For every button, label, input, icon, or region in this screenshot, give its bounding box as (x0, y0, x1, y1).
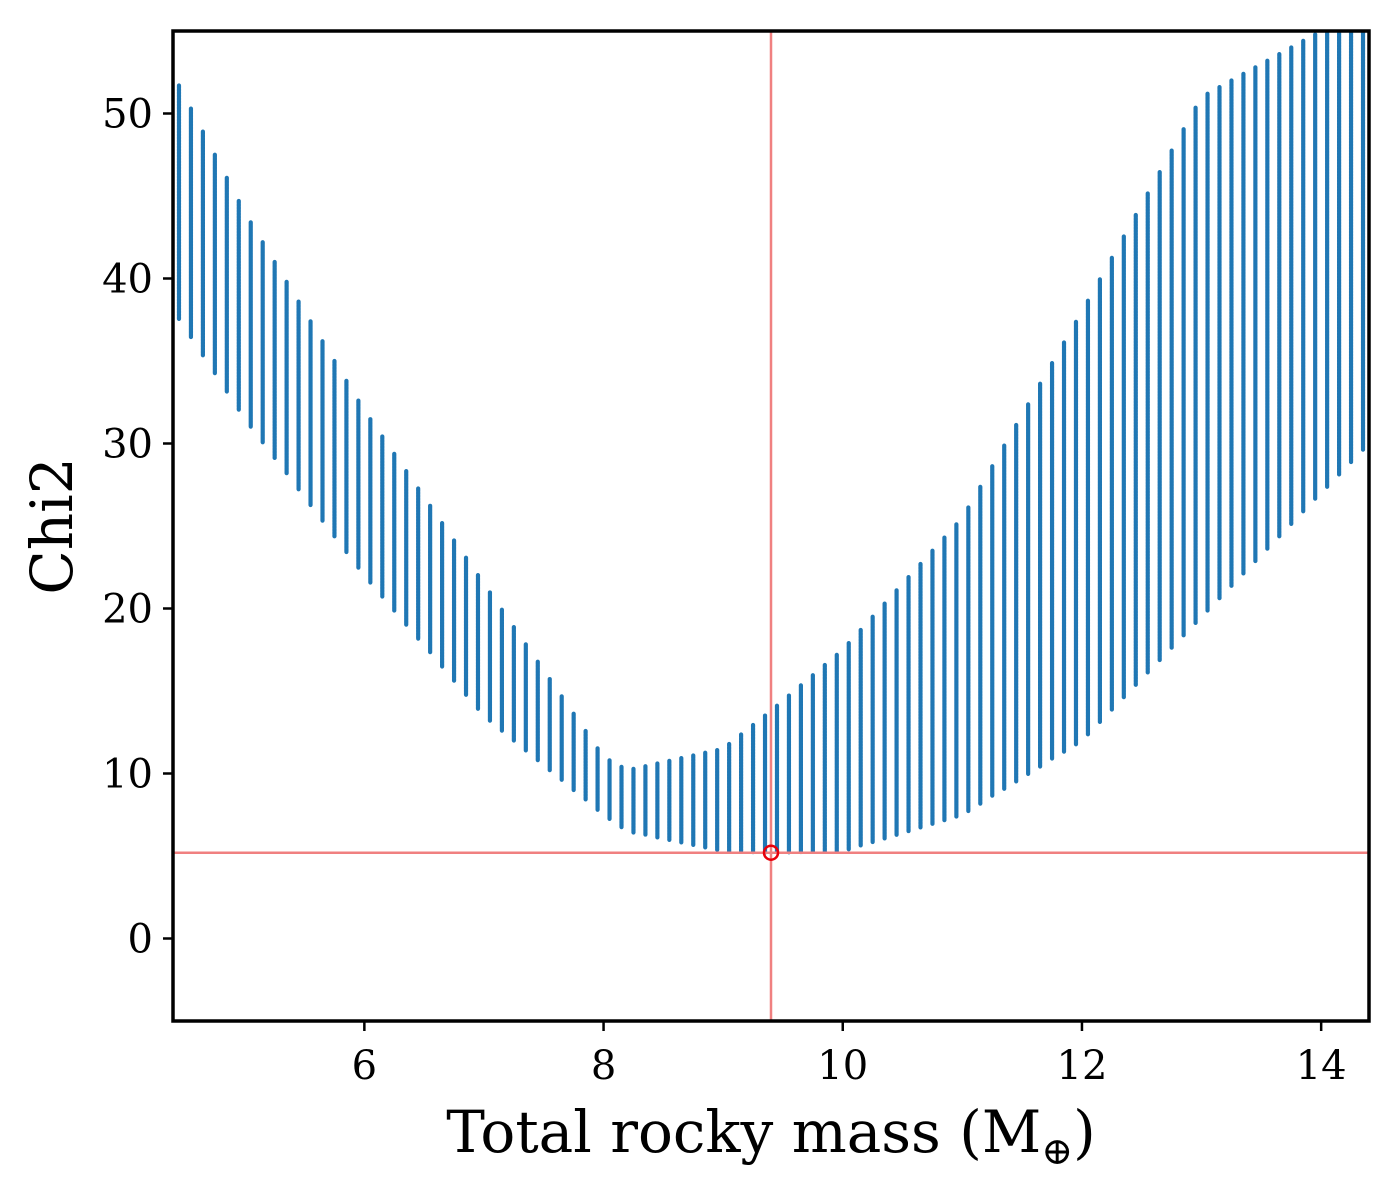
y-tick-label: 40 (102, 257, 153, 303)
plot-frame (171, 29, 1371, 1023)
x-tick-label: 6 (352, 1043, 377, 1089)
x-axis-title: Total rocky mass (M⊕) (446, 1098, 1096, 1173)
x-tick-label: 8 (591, 1043, 616, 1089)
best-fit-marker (762, 844, 780, 861)
best-fit-layer (762, 844, 780, 861)
axis-ticks: 6 8 10 12 14 0 10 20 30 40 50 (102, 92, 1347, 1090)
y-tick-label: 20 (102, 587, 153, 633)
scatter-points (176, 31, 1366, 855)
x-tick-label: 12 (1057, 1043, 1108, 1089)
x-tick-label: 14 (1296, 1043, 1347, 1089)
x-tick-label: 10 (817, 1043, 868, 1089)
y-tick-label: 0 (128, 917, 153, 963)
y-tick-label: 30 (102, 422, 153, 468)
y-tick-label: 10 (102, 752, 153, 798)
y-tick-label: 50 (102, 92, 153, 138)
reference-lines (173, 31, 1369, 1021)
y-axis-title: Chi2 (18, 457, 86, 594)
